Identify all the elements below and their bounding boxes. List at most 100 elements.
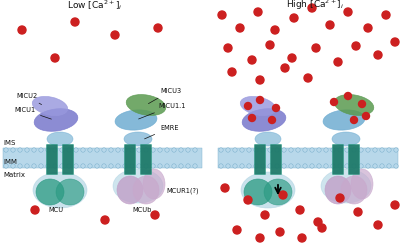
Circle shape: [303, 164, 307, 168]
Circle shape: [144, 148, 148, 152]
Circle shape: [233, 164, 237, 168]
Circle shape: [31, 206, 39, 214]
Circle shape: [310, 148, 314, 152]
Circle shape: [310, 164, 314, 168]
Text: MICU3: MICU3: [148, 88, 181, 104]
Circle shape: [228, 68, 236, 76]
Circle shape: [221, 184, 229, 192]
Circle shape: [18, 164, 22, 168]
Circle shape: [137, 164, 141, 168]
Circle shape: [240, 164, 244, 168]
Circle shape: [391, 201, 399, 209]
Circle shape: [193, 164, 197, 168]
Circle shape: [391, 38, 399, 46]
Circle shape: [271, 26, 279, 34]
Circle shape: [296, 206, 304, 214]
Circle shape: [345, 164, 349, 168]
Circle shape: [374, 51, 382, 59]
Circle shape: [158, 148, 162, 152]
Circle shape: [130, 164, 134, 168]
Circle shape: [46, 164, 50, 168]
Text: MCUb: MCUb: [132, 207, 152, 213]
Circle shape: [144, 164, 148, 168]
Circle shape: [268, 164, 272, 168]
Circle shape: [74, 164, 78, 168]
Circle shape: [314, 218, 322, 226]
Circle shape: [95, 164, 99, 168]
Circle shape: [324, 164, 328, 168]
FancyBboxPatch shape: [255, 145, 265, 175]
Circle shape: [344, 8, 352, 16]
Circle shape: [344, 93, 352, 99]
Circle shape: [39, 164, 43, 168]
Ellipse shape: [32, 96, 68, 116]
Circle shape: [101, 216, 109, 224]
Circle shape: [266, 41, 274, 49]
Ellipse shape: [242, 109, 286, 131]
Text: EMRE: EMRE: [144, 125, 178, 139]
Circle shape: [154, 24, 162, 32]
Circle shape: [358, 100, 365, 107]
Circle shape: [334, 58, 342, 66]
Ellipse shape: [33, 172, 87, 208]
Circle shape: [380, 148, 384, 152]
Circle shape: [256, 76, 264, 84]
Circle shape: [244, 196, 252, 204]
Ellipse shape: [56, 179, 84, 205]
Ellipse shape: [124, 132, 152, 146]
Circle shape: [60, 148, 64, 152]
Circle shape: [289, 164, 293, 168]
Circle shape: [261, 211, 269, 219]
Circle shape: [233, 148, 237, 152]
Circle shape: [331, 148, 335, 152]
Circle shape: [296, 164, 300, 168]
Circle shape: [380, 164, 384, 168]
Circle shape: [151, 211, 159, 219]
Circle shape: [331, 164, 335, 168]
Ellipse shape: [34, 109, 78, 131]
Circle shape: [394, 164, 398, 168]
Circle shape: [318, 224, 326, 232]
Circle shape: [81, 148, 85, 152]
Circle shape: [317, 148, 321, 152]
Circle shape: [249, 115, 255, 122]
Circle shape: [95, 148, 99, 152]
Ellipse shape: [47, 132, 73, 146]
Circle shape: [345, 148, 349, 152]
Circle shape: [304, 74, 312, 82]
Circle shape: [269, 117, 275, 124]
Circle shape: [257, 96, 263, 103]
Circle shape: [247, 164, 251, 168]
Circle shape: [382, 11, 390, 19]
Circle shape: [268, 148, 272, 152]
Circle shape: [364, 24, 372, 32]
Text: MICU2: MICU2: [16, 93, 42, 105]
Ellipse shape: [264, 179, 292, 205]
Circle shape: [88, 164, 92, 168]
Circle shape: [193, 148, 197, 152]
Circle shape: [109, 164, 113, 168]
Circle shape: [281, 64, 289, 72]
Circle shape: [261, 164, 265, 168]
Circle shape: [279, 191, 287, 199]
Circle shape: [60, 164, 64, 168]
Circle shape: [46, 148, 50, 152]
Circle shape: [359, 164, 363, 168]
FancyBboxPatch shape: [63, 145, 73, 175]
Circle shape: [254, 148, 258, 152]
Circle shape: [226, 164, 230, 168]
Text: MICU1: MICU1: [14, 107, 51, 119]
Ellipse shape: [255, 132, 281, 146]
Ellipse shape: [133, 176, 159, 204]
Circle shape: [273, 104, 279, 112]
Circle shape: [387, 148, 391, 152]
Bar: [3, 148, 202, 168]
Ellipse shape: [325, 176, 351, 204]
Ellipse shape: [115, 110, 157, 130]
Circle shape: [233, 226, 241, 234]
Circle shape: [261, 148, 265, 152]
Circle shape: [374, 221, 382, 229]
Circle shape: [308, 4, 316, 12]
Ellipse shape: [143, 169, 165, 199]
Ellipse shape: [323, 110, 365, 130]
